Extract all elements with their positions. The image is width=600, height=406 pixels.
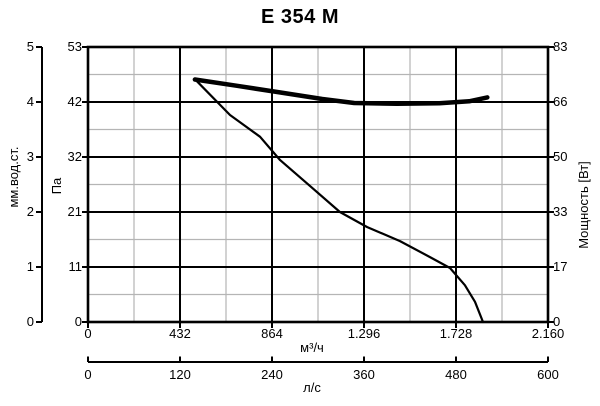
- pa-tick-label: 42: [67, 94, 82, 109]
- plot-border: [86, 45, 550, 324]
- pa-tick-label: 11: [68, 259, 83, 274]
- pa-tick-label: 53: [67, 39, 82, 54]
- pa-tick-label: 0: [74, 314, 82, 329]
- axis-label-pa: Па: [49, 177, 64, 195]
- power-tick-label: 83: [553, 39, 568, 54]
- chart-title: E 354 M: [261, 6, 339, 28]
- flow-ls-tick-label: 480: [445, 367, 467, 382]
- power-tick-label: 33: [553, 204, 568, 219]
- axis-label-m3h: м³/ч: [300, 340, 324, 355]
- flow-m3h-tick-label: 432: [169, 326, 191, 341]
- power-tick-label: 66: [553, 94, 568, 109]
- mm-tick-label: 1: [26, 259, 34, 274]
- flow-ls-tick-label: 240: [261, 367, 283, 382]
- power-tick-label: 50: [553, 149, 568, 164]
- power-curve: [192, 77, 490, 106]
- power-tick-label: 0: [553, 314, 561, 329]
- pa-tick-label: 32: [67, 149, 82, 164]
- mm-tick-label: 4: [26, 94, 34, 109]
- flow-m3h-tick-label: 1.728: [439, 326, 473, 341]
- flow-m3h-tick-label: 0: [84, 326, 92, 341]
- flow-ls-tick-label: 0: [84, 367, 92, 382]
- pressure-curve: [193, 78, 485, 324]
- mm-tick-label: 5: [26, 39, 34, 54]
- pa-tick-label: 21: [67, 204, 82, 219]
- flow-ls-tick-label: 120: [169, 367, 191, 382]
- mm-tick-label: 0: [26, 314, 34, 329]
- flow-ls-tick-label: 360: [353, 367, 375, 382]
- mm-tick-label: 3: [26, 149, 34, 164]
- mm-tick-label: 2: [26, 204, 34, 219]
- axis-label-ls: л/с: [303, 380, 321, 395]
- power-tick-label: 17: [553, 259, 568, 274]
- flow-m3h-tick-label: 2.160: [531, 326, 565, 341]
- flow-m3h-tick-label: 864: [261, 326, 283, 341]
- flow-ls-tick-label: 600: [537, 367, 559, 382]
- flow-m3h-tick-label: 1.296: [347, 326, 381, 341]
